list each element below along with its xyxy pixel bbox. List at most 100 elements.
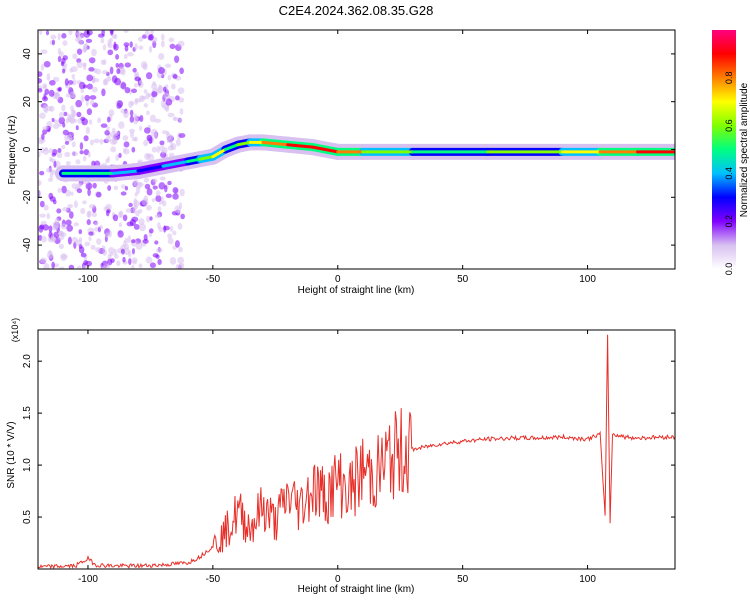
noise-blob: [58, 51, 64, 58]
noise-blob: [82, 84, 88, 89]
noise-blob: [88, 231, 94, 236]
noise-blob: [86, 74, 94, 82]
noise-blob: [41, 96, 49, 102]
noise-blob: [160, 196, 164, 204]
noise-blob: [65, 160, 71, 166]
snr-y-ticks: 0.5 1.0 1.5 2.0: [22, 354, 675, 524]
noise-blob: [80, 94, 85, 103]
noise-blob: [101, 70, 108, 75]
noise-blob: [102, 44, 107, 51]
noise-blob: [57, 55, 62, 63]
noise-blob: [99, 138, 104, 145]
noise-blob: [71, 73, 76, 80]
noise-blob: [42, 104, 48, 113]
colorbar-label: Normalized spectral amplitude: [739, 82, 750, 217]
noise-blob: [90, 244, 96, 250]
noise-blob: [95, 191, 102, 198]
noise-blob: [71, 183, 78, 189]
noise-blob: [79, 142, 84, 150]
noise-blob: [137, 36, 144, 42]
noise-blob: [103, 78, 109, 86]
noise-blob: [68, 30, 73, 36]
noise-blob: [83, 62, 87, 71]
spectrogram-panel: -100 -50 0 50 100 -40 -20 0 20 40 Height of stra…: [7, 29, 676, 296]
noise-blob: [65, 93, 71, 98]
noise-blob: [158, 182, 166, 190]
ridge-core: [236, 140, 252, 147]
noise-blob: [91, 86, 98, 93]
noise-blob: [143, 89, 148, 94]
noise-blob: [106, 126, 110, 131]
noise-blob: [91, 48, 97, 57]
noise-blob: [93, 78, 100, 83]
noise-blob: [143, 127, 151, 134]
colorbar-tick-label: 0.0: [724, 263, 734, 276]
noise-blob: [155, 213, 161, 219]
noise-blob: [100, 123, 108, 128]
noise-blob: [62, 55, 68, 61]
noise-blob: [75, 159, 81, 165]
noise-blob: [139, 223, 147, 232]
noise-blob: [112, 136, 118, 145]
noise-blob: [131, 264, 135, 269]
noise-blob: [93, 138, 100, 144]
noise-blob: [145, 215, 151, 223]
noise-blob: [178, 97, 185, 103]
noise-blob: [179, 67, 184, 75]
noise-blob: [148, 45, 153, 53]
noise-blob: [94, 226, 99, 232]
noise-blob: [155, 254, 160, 259]
noise-blob: [89, 95, 97, 100]
noise-blob: [139, 80, 143, 85]
colorbar-tick-label: 0.2: [724, 215, 734, 228]
noise-blob: [58, 111, 65, 119]
noise-blob: [118, 152, 122, 159]
noise-blob: [58, 116, 66, 125]
noise-blob: [86, 211, 91, 218]
noise-blob: [145, 204, 152, 211]
y-tick-label: 0: [22, 146, 33, 152]
noise-blob: [115, 53, 120, 60]
snr-series-line: [38, 334, 675, 569]
noise-blob: [133, 113, 138, 120]
noise-blob: [130, 131, 135, 138]
noise-blob: [158, 145, 166, 152]
snr-frame: [37, 329, 676, 570]
noise-blob: [60, 61, 65, 67]
noise-blob: [75, 99, 83, 108]
noise-blob: [110, 146, 117, 153]
noise-blob: [58, 243, 65, 250]
noise-blob: [64, 134, 68, 142]
noise-blob: [76, 188, 83, 194]
noise-blob: [124, 87, 131, 94]
colorbar-tick-label: 0.6: [724, 119, 734, 132]
noise-blob: [107, 49, 114, 56]
noise-blob: [110, 131, 116, 138]
noise-blob: [138, 218, 145, 225]
noise-blob: [85, 182, 93, 190]
noise-blob: [131, 239, 136, 244]
noise-blob: [155, 190, 161, 197]
noise-blob: [172, 116, 180, 122]
noise-blob: [133, 179, 139, 187]
noise-blob: [120, 191, 127, 196]
noise-blob: [61, 254, 68, 259]
noise-blob: [156, 247, 163, 253]
noise-blob: [69, 91, 76, 99]
noise-blob: [151, 198, 156, 203]
noise-blob: [142, 63, 148, 71]
ridge-core: [223, 143, 240, 151]
noise-blob: [67, 134, 73, 143]
x-tick-label: 50: [457, 274, 469, 285]
ridge-core: [261, 140, 290, 147]
noise-blob: [38, 190, 42, 198]
noise-blob: [109, 252, 114, 257]
noise-blob: [45, 167, 53, 173]
noise-blob: [164, 147, 168, 154]
noise-blob: [143, 103, 149, 108]
noise-blob: [135, 242, 143, 250]
noise-blob: [163, 92, 171, 100]
noise-blob: [107, 39, 111, 47]
noise-blob: [160, 40, 165, 48]
